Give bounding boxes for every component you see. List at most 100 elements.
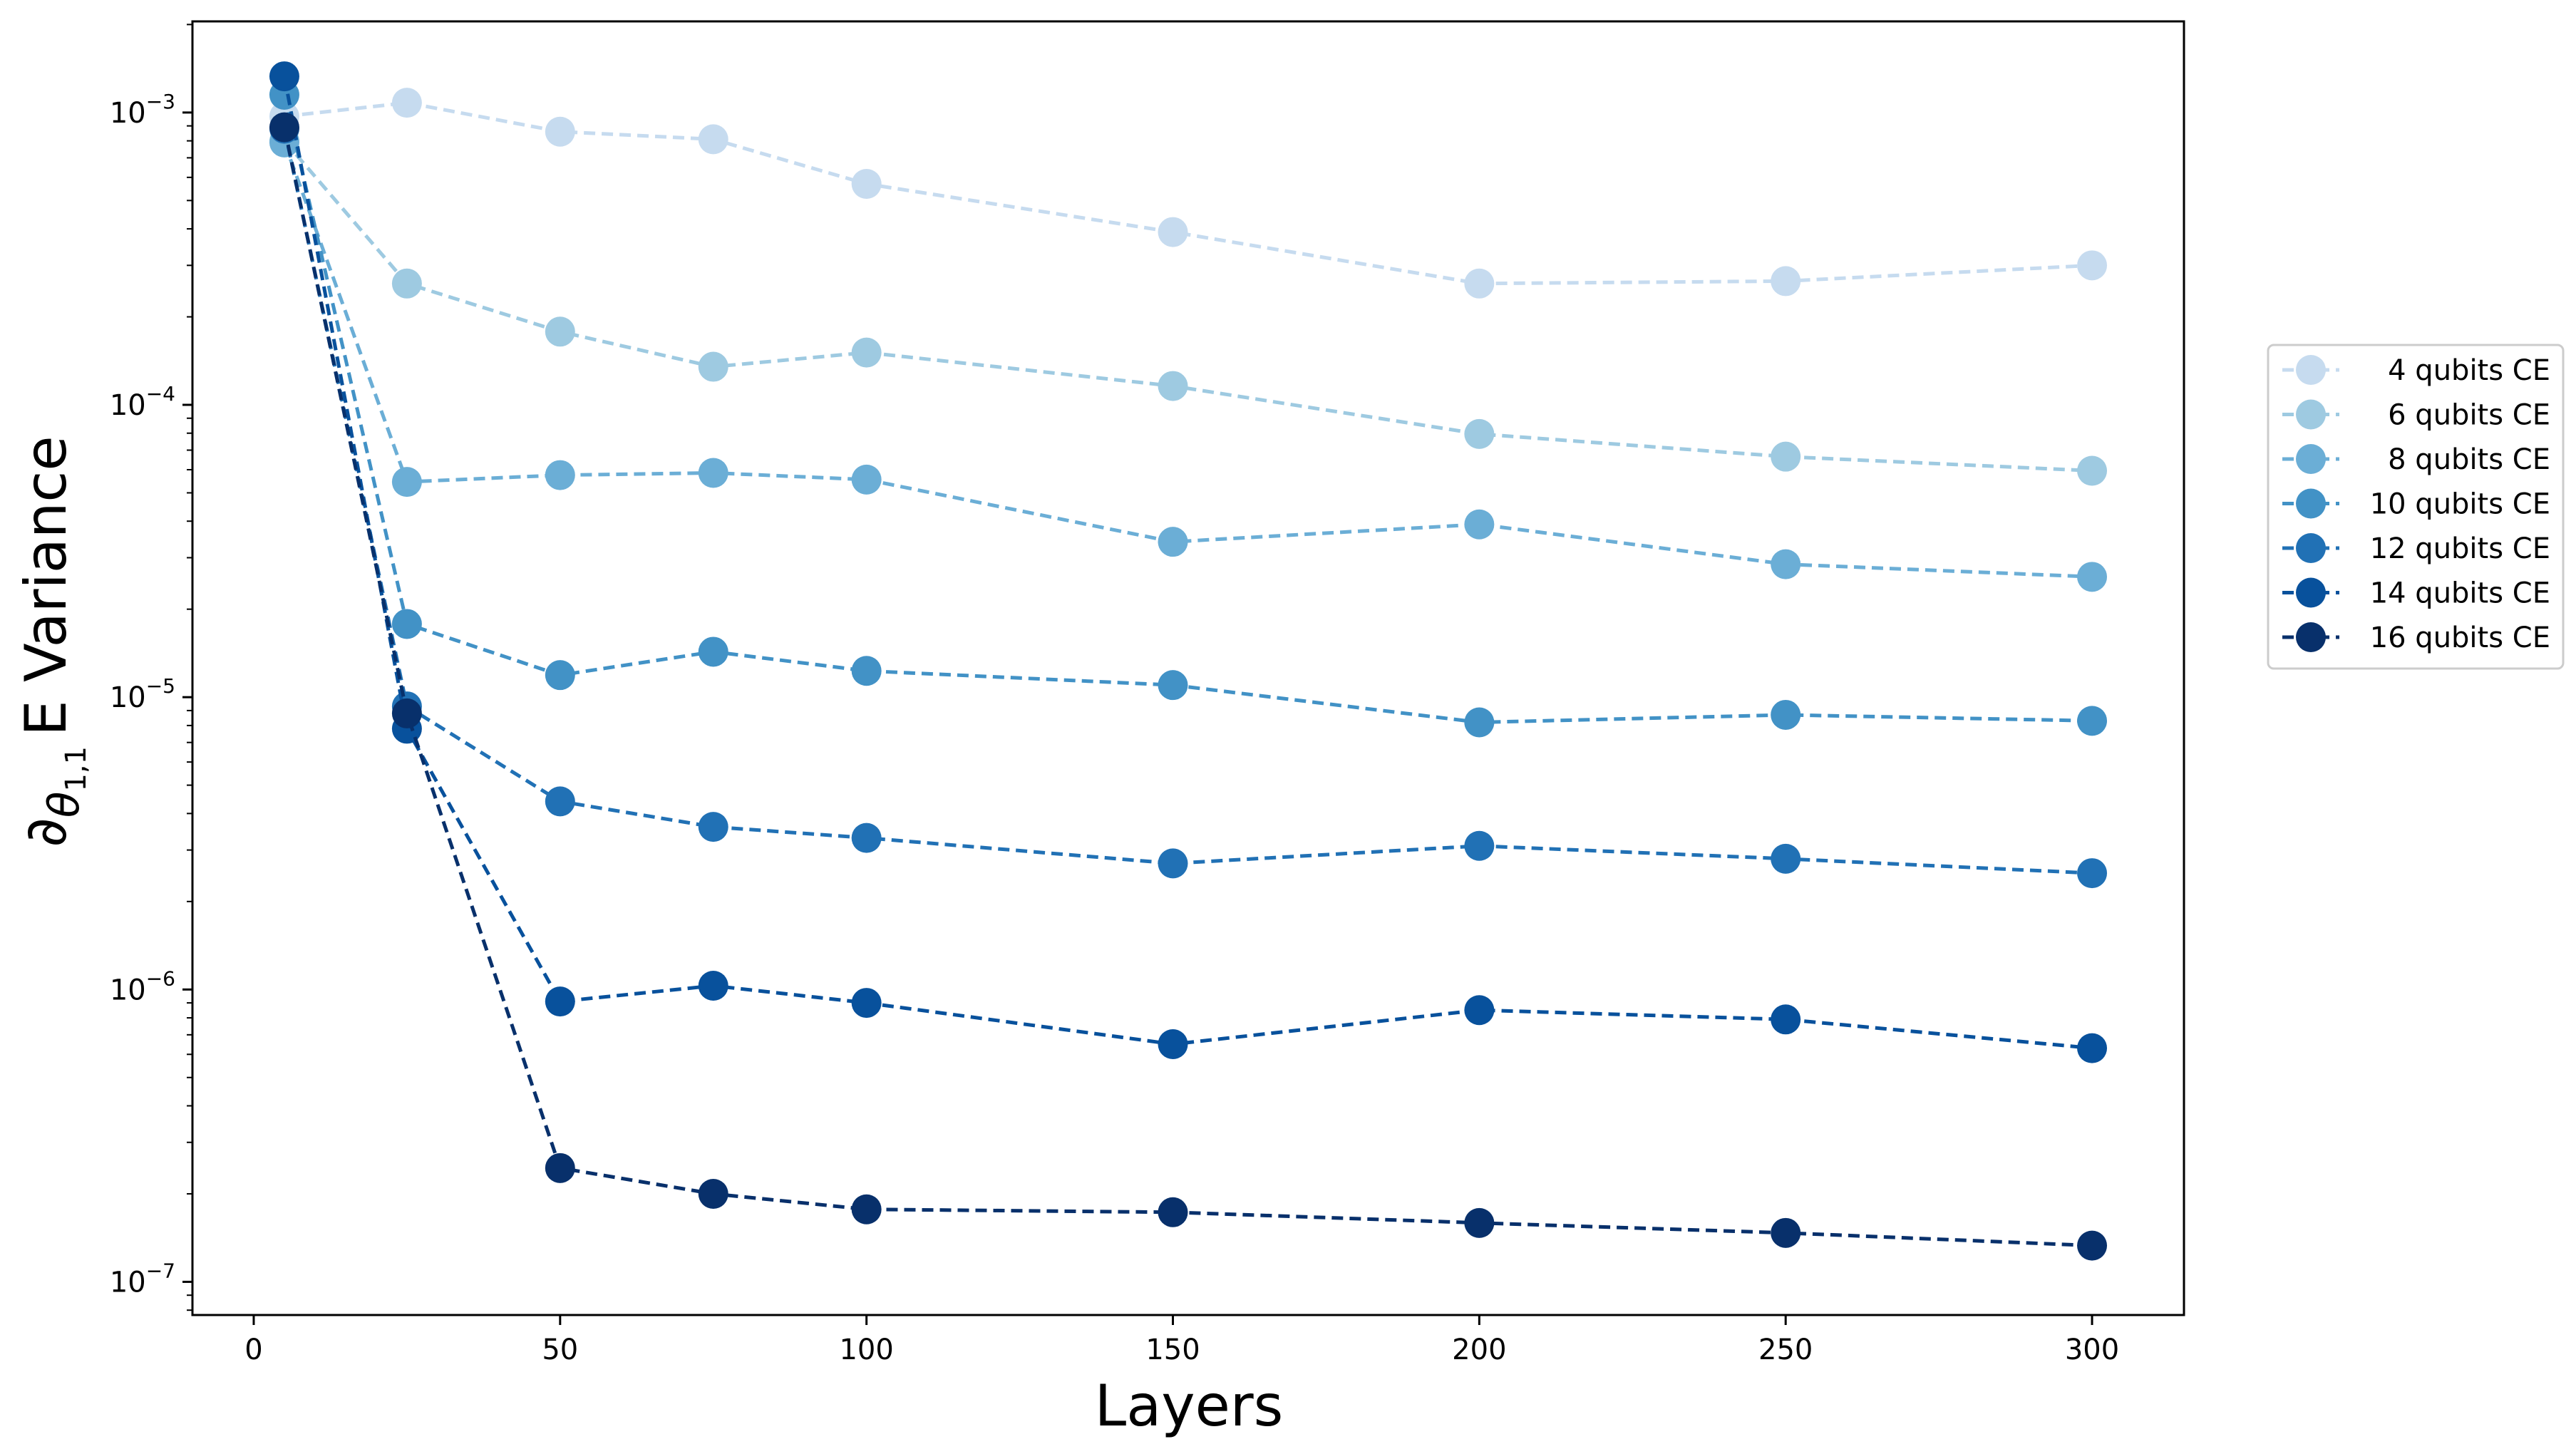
y-axis-title-text: E Variance <box>13 435 79 736</box>
data-point <box>851 1194 882 1224</box>
series-line <box>282 94 2093 725</box>
series-line <box>282 127 2093 1248</box>
data-point <box>1158 848 1188 879</box>
data-point <box>1158 527 1188 557</box>
data-point <box>545 786 575 817</box>
legend-item: 4 qubits CE <box>2282 354 2550 387</box>
legend-marker <box>2296 533 2326 563</box>
axes-layer: 0 50 100 150 200 250 300 10−3 10−4 10−5 10−6 10−7 <box>110 20 2185 1366</box>
data-point <box>2077 1033 2108 1063</box>
legend-item: 10 qubits CE <box>2282 488 2550 521</box>
data-point <box>1771 1004 1801 1035</box>
series-layer <box>269 61 2108 1261</box>
data-point <box>1158 1029 1188 1060</box>
legend-frame <box>2267 344 2565 670</box>
data-point <box>391 467 422 497</box>
legend-label: 16 qubits CE <box>2370 622 2550 654</box>
data-point <box>545 1153 575 1183</box>
legend-label: 10 qubits CE <box>2370 488 2550 521</box>
legend-marker <box>2296 444 2326 474</box>
data-point <box>698 1178 728 1209</box>
data-point <box>545 460 575 490</box>
legend-marker <box>2296 577 2326 608</box>
x-tick-label: 200 <box>1452 1334 1506 1366</box>
data-point <box>391 609 422 639</box>
series <box>269 61 2108 1063</box>
data-point <box>1464 418 1495 449</box>
data-point <box>545 986 575 1017</box>
data-point <box>851 464 882 495</box>
legend: 4 qubits CE 6 qubits CE 8 qubits CE 10 qubi… <box>2267 344 2565 670</box>
data-point <box>1771 1217 1801 1248</box>
data-point <box>2077 455 2108 486</box>
series <box>269 112 2108 1261</box>
series <box>269 88 2108 299</box>
data-point <box>698 812 728 842</box>
data-point <box>851 988 882 1019</box>
data-point <box>391 88 422 118</box>
legend-marker <box>2296 399 2326 430</box>
legend-label: 4 qubits CE <box>2388 354 2550 387</box>
data-point <box>269 112 299 143</box>
data-point <box>1771 441 1801 472</box>
legend-marker <box>2296 355 2326 385</box>
x-tick-label: 50 <box>542 1334 578 1366</box>
y-axis-title: ∂θ1,1 E Variance <box>13 435 93 847</box>
data-point <box>545 116 575 147</box>
data-point <box>1158 371 1188 401</box>
data-point <box>1771 843 1801 874</box>
y-tick-label: 10−7 <box>110 1259 175 1299</box>
y-axis-title-subscript: 1,1 <box>60 746 93 792</box>
y-tick-label: 10−4 <box>110 382 175 422</box>
data-point <box>1771 549 1801 579</box>
data-point <box>851 823 882 853</box>
data-point <box>1158 1197 1188 1227</box>
data-point <box>1158 217 1188 247</box>
data-point <box>391 268 422 299</box>
x-tick-label: 150 <box>1145 1334 1200 1366</box>
x-tick-label: 300 <box>2065 1334 2119 1366</box>
x-tick-label: 100 <box>839 1334 893 1366</box>
data-point <box>1771 699 1801 730</box>
legend-marker <box>2296 488 2326 519</box>
legend-label: 8 qubits CE <box>2388 443 2550 476</box>
data-point <box>1464 1207 1495 1238</box>
data-point <box>1464 509 1495 540</box>
data-point <box>851 337 882 368</box>
legend-item: 12 qubits CE <box>2282 532 2550 565</box>
legend-item: 16 qubits CE <box>2282 622 2550 654</box>
legend-label: 12 qubits CE <box>2370 532 2550 565</box>
x-axis-title: Layers <box>1095 1373 1284 1439</box>
legend-marker <box>2296 622 2326 652</box>
data-point <box>851 168 882 199</box>
legend-item: 6 qubits CE <box>2282 399 2550 432</box>
data-point <box>269 61 299 92</box>
series <box>269 79 2108 738</box>
data-point <box>2077 1230 2108 1261</box>
y-axis-title-symbol: ∂ <box>13 818 79 847</box>
data-point <box>1158 670 1188 701</box>
legend-item: 14 qubits CE <box>2282 577 2550 610</box>
y-tick-label: 10−5 <box>110 674 175 714</box>
data-point <box>698 124 728 155</box>
data-point <box>698 971 728 1001</box>
data-point <box>391 698 422 728</box>
legend-item: 8 qubits CE <box>2282 443 2550 476</box>
plot-frame <box>191 20 2185 1316</box>
y-tick-label: 10−3 <box>110 90 175 130</box>
data-point <box>698 636 728 667</box>
y-axis-title-theta: θ <box>39 792 89 818</box>
data-point <box>1464 830 1495 861</box>
data-point <box>851 656 882 686</box>
legend-label: 14 qubits CE <box>2370 577 2550 610</box>
data-point <box>698 351 728 382</box>
x-tick-label: 0 <box>244 1334 262 1366</box>
data-point <box>1464 268 1495 299</box>
legend-label: 6 qubits CE <box>2388 399 2550 432</box>
data-point <box>2077 562 2108 592</box>
data-point <box>698 458 728 488</box>
data-point <box>1771 266 1801 297</box>
data-point <box>545 316 575 347</box>
